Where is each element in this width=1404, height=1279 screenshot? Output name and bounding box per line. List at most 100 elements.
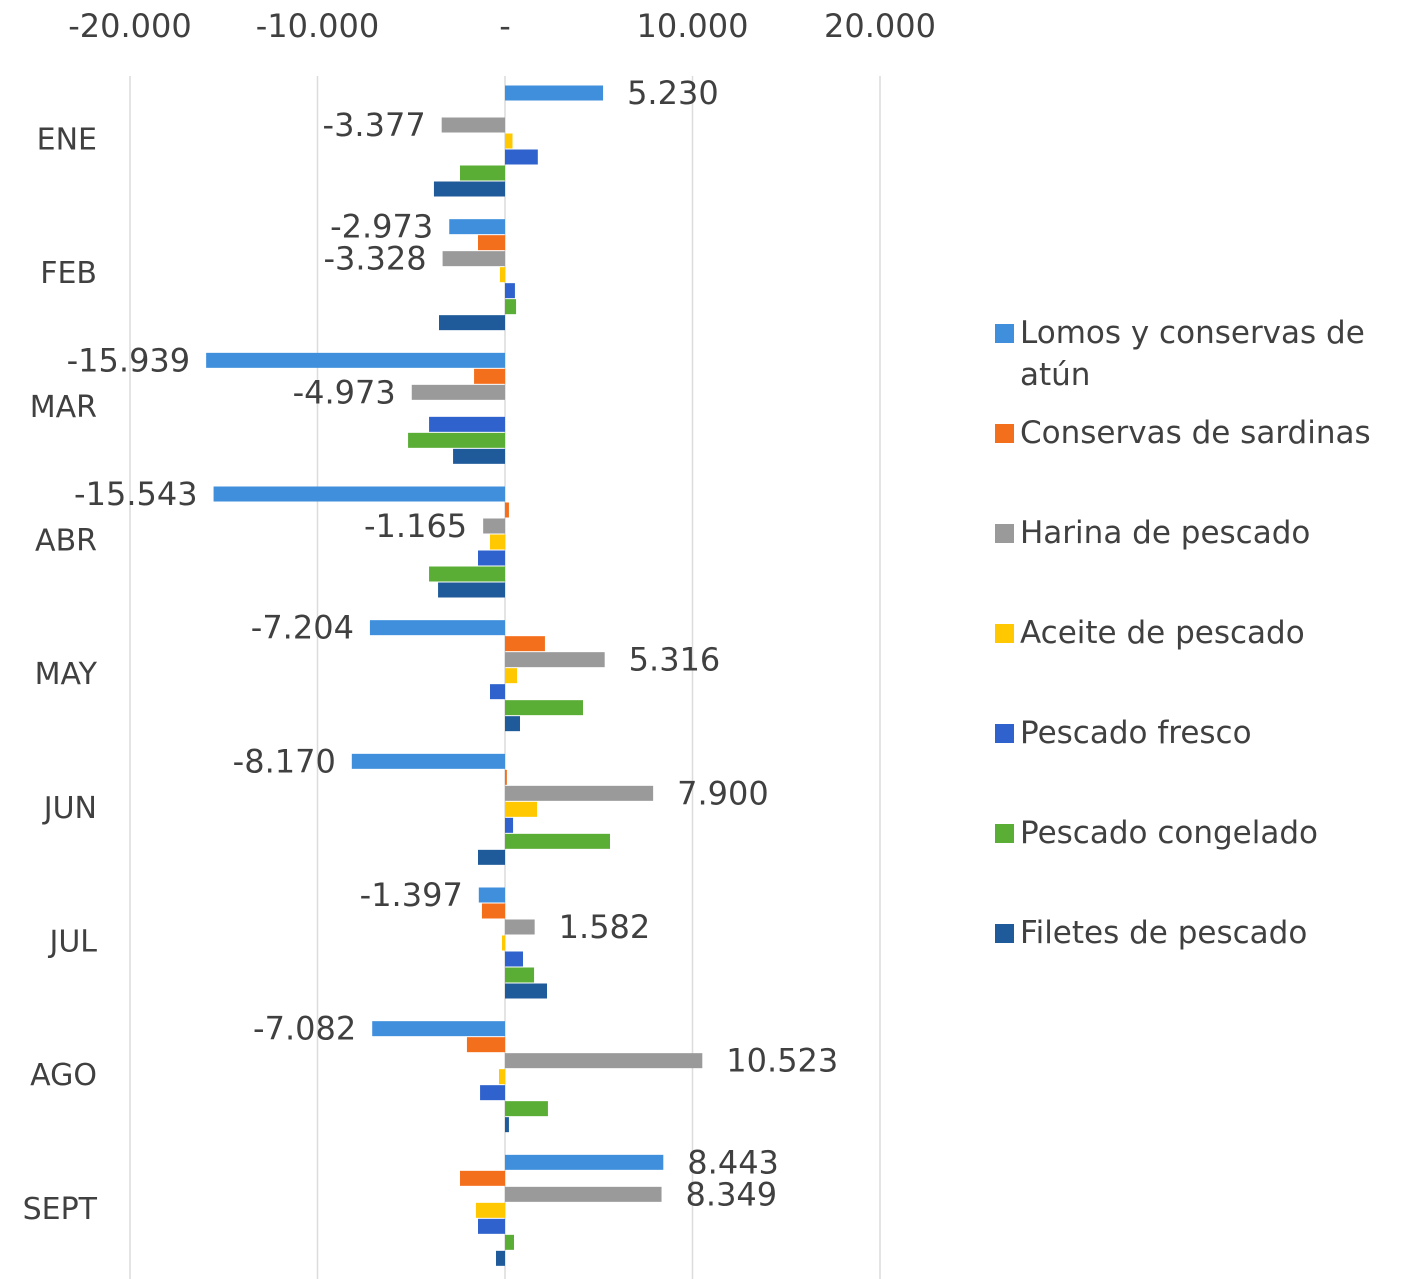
bar xyxy=(505,785,654,801)
bar xyxy=(505,833,610,849)
bar xyxy=(474,368,505,384)
bar xyxy=(408,432,505,448)
category-label: MAY xyxy=(35,657,98,692)
bar xyxy=(483,518,505,534)
value-label: -15.939 xyxy=(67,341,191,379)
bar xyxy=(453,448,505,464)
bar xyxy=(505,1053,703,1069)
category-label: SEPT xyxy=(23,1192,98,1227)
value-label: 8.443 xyxy=(687,1143,779,1181)
bar xyxy=(478,849,505,865)
value-label: -3.328 xyxy=(323,240,426,278)
bar xyxy=(505,817,514,833)
category-label: ENE xyxy=(37,123,97,158)
value-label: 5.316 xyxy=(629,641,721,679)
bar xyxy=(505,1117,509,1133)
legend-swatch xyxy=(995,824,1014,843)
bar xyxy=(351,753,505,769)
value-label: -8.170 xyxy=(233,742,336,780)
legend-swatch xyxy=(995,524,1014,543)
bar xyxy=(505,1154,664,1170)
bar xyxy=(505,652,605,668)
value-label: -1.397 xyxy=(360,876,463,914)
bar xyxy=(499,1069,505,1085)
legend-label: Pescado fresco xyxy=(1020,715,1252,751)
bar xyxy=(442,251,505,267)
x-tick-label: -20.000 xyxy=(68,7,192,45)
value-label: -15.543 xyxy=(74,475,198,513)
legend-label: Lomos y conservas de atún xyxy=(1020,315,1365,393)
legend-entry: Conservas de sardinas xyxy=(995,412,1395,512)
bar xyxy=(505,919,535,935)
bar xyxy=(496,1250,505,1266)
bar xyxy=(429,416,505,432)
value-label: -3.377 xyxy=(323,106,426,144)
bar xyxy=(438,582,505,598)
bar xyxy=(369,620,505,636)
x-tick-label: 20.000 xyxy=(824,7,936,45)
legend-swatch xyxy=(995,924,1014,943)
bar xyxy=(481,903,505,919)
x-tick-label: - xyxy=(499,7,511,45)
bar xyxy=(505,636,545,652)
value-label: -1.165 xyxy=(364,507,467,545)
bar xyxy=(505,951,523,967)
category-label: JUN xyxy=(42,791,97,826)
bar xyxy=(466,1037,505,1053)
value-label: -2.973 xyxy=(330,208,433,246)
value-label: -7.204 xyxy=(251,609,354,647)
value-label: 7.900 xyxy=(677,774,769,812)
legend-entry: Filetes de pescado xyxy=(995,912,1395,1012)
bar xyxy=(206,352,506,368)
category-label: ABR xyxy=(35,524,97,559)
legend: Lomos y conservas de atún Conservas de sa… xyxy=(995,312,1395,1012)
value-label: 5.230 xyxy=(627,74,719,112)
bar xyxy=(372,1021,505,1037)
value-label: 10.523 xyxy=(726,1042,838,1080)
legend-entry: Pescado fresco xyxy=(995,712,1395,812)
bar xyxy=(505,1101,548,1117)
bar xyxy=(478,550,505,566)
bar xyxy=(505,85,604,101)
bar xyxy=(433,181,505,197)
bar xyxy=(505,502,509,518)
bar xyxy=(505,1186,662,1202)
legend-label: Conservas de sardinas xyxy=(1020,415,1371,451)
legend-label: Filetes de pescado xyxy=(1020,915,1308,951)
bar xyxy=(460,165,505,181)
value-label: -7.082 xyxy=(253,1010,356,1048)
bar xyxy=(490,684,505,700)
bar xyxy=(499,267,505,283)
bar xyxy=(505,983,547,999)
bar xyxy=(480,1085,505,1101)
bar xyxy=(490,534,505,550)
bar xyxy=(505,283,515,299)
legend-swatch xyxy=(995,324,1014,343)
legend-label: Harina de pescado xyxy=(1020,515,1311,551)
legend-entry: Lomos y conservas de atún xyxy=(995,312,1395,412)
bar xyxy=(475,1202,505,1218)
category-label: MAR xyxy=(30,390,97,425)
category-label: FEB xyxy=(40,256,97,291)
legend-entry: Aceite de pescado xyxy=(995,612,1395,712)
bar xyxy=(439,315,505,331)
bar xyxy=(502,935,505,951)
bar xyxy=(505,133,513,149)
x-tick-label: -10.000 xyxy=(256,7,380,45)
value-label: -4.973 xyxy=(293,373,396,411)
bar xyxy=(449,219,505,235)
legend-swatch xyxy=(995,424,1014,443)
bar xyxy=(213,486,505,502)
bar xyxy=(505,299,517,315)
value-label: 1.582 xyxy=(559,908,651,946)
bar xyxy=(478,887,505,903)
bar xyxy=(505,801,538,817)
bar xyxy=(505,149,538,165)
legend-entry: Harina de pescado xyxy=(995,512,1395,612)
legend-entry: Pescado congelado xyxy=(995,812,1395,912)
legend-swatch xyxy=(995,724,1014,743)
bar xyxy=(505,716,520,732)
value-label: 8.349 xyxy=(686,1175,778,1213)
